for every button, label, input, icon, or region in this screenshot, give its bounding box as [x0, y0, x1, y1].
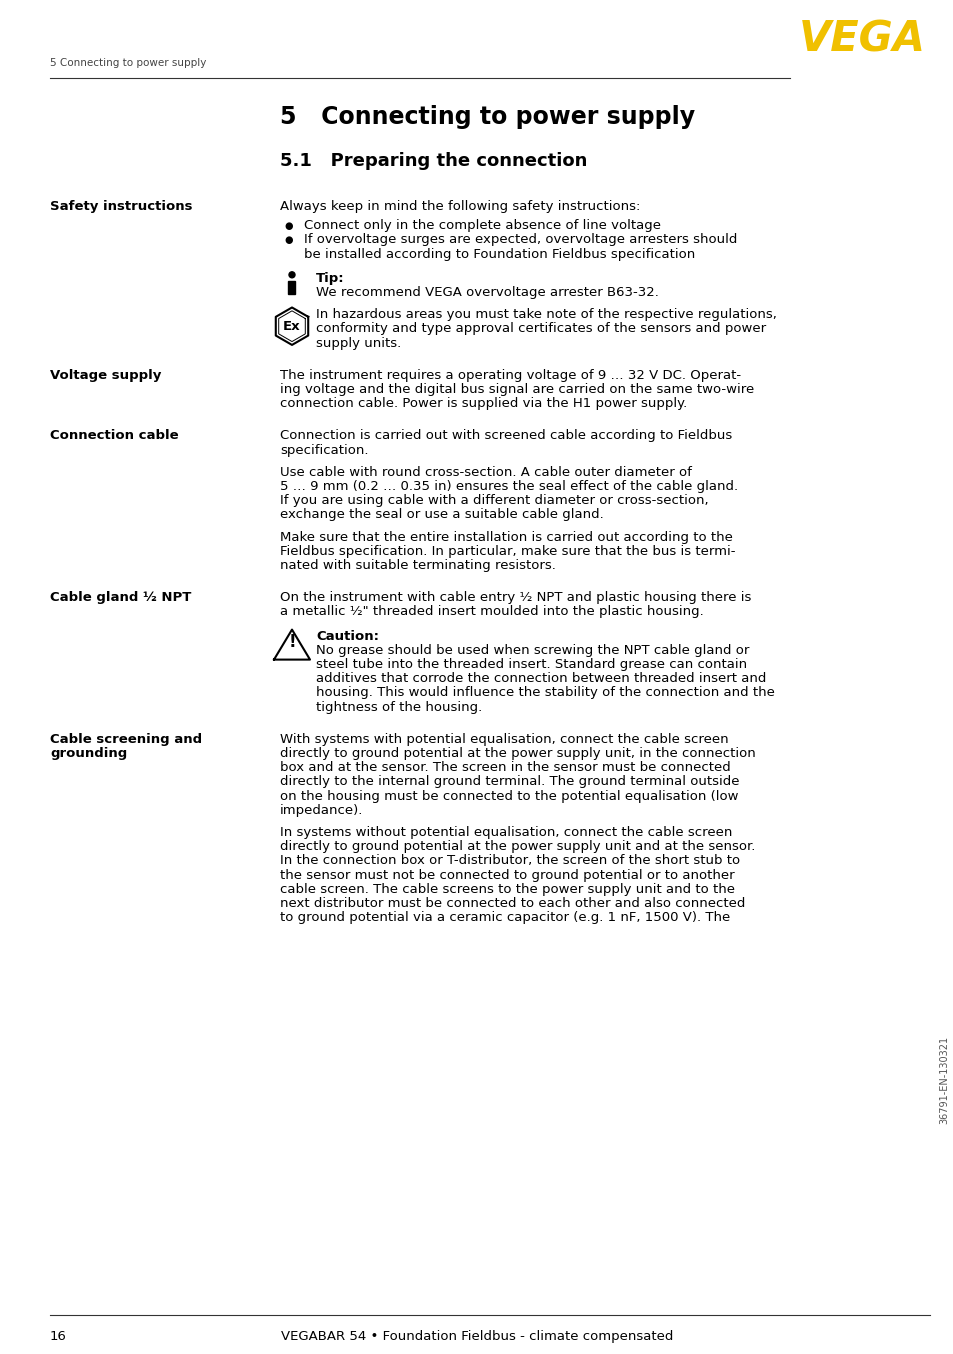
Text: Use cable with round cross-section. A cable outer diameter of: Use cable with round cross-section. A ca… [280, 466, 691, 479]
Text: 5 … 9 mm (0.2 … 0.35 in) ensures the seal effect of the cable gland.: 5 … 9 mm (0.2 … 0.35 in) ensures the sea… [280, 481, 738, 493]
Text: the sensor must not be connected to ground potential or to another: the sensor must not be connected to grou… [280, 869, 734, 881]
Text: directly to ground potential at the power supply unit and at the sensor.: directly to ground potential at the powe… [280, 841, 755, 853]
Text: to ground potential via a ceramic capacitor (e.g. 1 nF, 1500 V). The: to ground potential via a ceramic capaci… [280, 911, 729, 925]
Text: With systems with potential equalisation, connect the cable screen: With systems with potential equalisation… [280, 733, 728, 746]
Text: ●: ● [284, 236, 293, 245]
Text: Cable screening and: Cable screening and [50, 733, 202, 746]
Text: VEGA: VEGA [799, 18, 925, 60]
Text: We recommend VEGA overvoltage arrester B63-32.: We recommend VEGA overvoltage arrester B… [315, 286, 659, 299]
Text: ●: ● [284, 221, 293, 232]
Text: housing. This would influence the stability of the connection and the: housing. This would influence the stabil… [315, 686, 774, 700]
Text: nated with suitable terminating resistors.: nated with suitable terminating resistor… [280, 559, 556, 571]
Text: Connection is carried out with screened cable according to Fieldbus: Connection is carried out with screened … [280, 429, 732, 443]
Text: 5.1   Preparing the connection: 5.1 Preparing the connection [280, 152, 587, 171]
Text: If overvoltage surges are expected, overvoltage arresters should: If overvoltage surges are expected, over… [304, 233, 737, 246]
Text: directly to ground potential at the power supply unit, in the connection: directly to ground potential at the powe… [280, 747, 755, 760]
Text: In the connection box or T-distributor, the screen of the short stub to: In the connection box or T-distributor, … [280, 854, 740, 868]
Text: a metallic ½" threaded insert moulded into the plastic housing.: a metallic ½" threaded insert moulded in… [280, 605, 703, 619]
Text: Tip:: Tip: [315, 272, 344, 284]
Text: Voltage supply: Voltage supply [50, 368, 161, 382]
Text: grounding: grounding [50, 747, 127, 760]
Text: !: ! [288, 632, 295, 651]
Text: 5   Connecting to power supply: 5 Connecting to power supply [280, 106, 695, 129]
Text: next distributor must be connected to each other and also connected: next distributor must be connected to ea… [280, 896, 744, 910]
Text: In systems without potential equalisation, connect the cable screen: In systems without potential equalisatio… [280, 826, 732, 839]
Text: Fieldbus specification. In particular, make sure that the bus is termi-: Fieldbus specification. In particular, m… [280, 544, 735, 558]
Text: on the housing must be connected to the potential equalisation (low: on the housing must be connected to the … [280, 789, 738, 803]
Text: box and at the sensor. The screen in the sensor must be connected: box and at the sensor. The screen in the… [280, 761, 730, 774]
Text: supply units.: supply units. [315, 337, 401, 349]
Text: The instrument requires a operating voltage of 9 … 32 V DC. Operat-: The instrument requires a operating volt… [280, 368, 740, 382]
Text: exchange the seal or use a suitable cable gland.: exchange the seal or use a suitable cabl… [280, 508, 603, 521]
Text: In hazardous areas you must take note of the respective regulations,: In hazardous areas you must take note of… [315, 309, 776, 321]
Text: steel tube into the threaded insert. Standard grease can contain: steel tube into the threaded insert. Sta… [315, 658, 746, 672]
Text: Safety instructions: Safety instructions [50, 200, 193, 213]
Text: No grease should be used when screwing the NPT cable gland or: No grease should be used when screwing t… [315, 643, 749, 657]
Text: cable screen. The cable screens to the power supply unit and to the: cable screen. The cable screens to the p… [280, 883, 734, 896]
Text: Caution:: Caution: [315, 630, 378, 643]
Text: Make sure that the entire installation is carried out according to the: Make sure that the entire installation i… [280, 531, 732, 543]
Text: connection cable. Power is supplied via the H1 power supply.: connection cable. Power is supplied via … [280, 397, 686, 410]
Text: Connection cable: Connection cable [50, 429, 178, 443]
Text: tightness of the housing.: tightness of the housing. [315, 700, 482, 714]
Text: impedance).: impedance). [280, 804, 363, 816]
Text: Connect only in the complete absence of line voltage: Connect only in the complete absence of … [304, 219, 660, 232]
Text: 36791-EN-130321: 36791-EN-130321 [938, 1036, 948, 1124]
Text: be installed according to Foundation Fieldbus specification: be installed according to Foundation Fie… [304, 248, 695, 260]
Text: additives that corrode the connection between threaded insert and: additives that corrode the connection be… [315, 672, 765, 685]
Text: ing voltage and the digital bus signal are carried on the same two-wire: ing voltage and the digital bus signal a… [280, 383, 754, 395]
Text: On the instrument with cable entry ½ NPT and plastic housing there is: On the instrument with cable entry ½ NPT… [280, 592, 751, 604]
Text: 5 Connecting to power supply: 5 Connecting to power supply [50, 58, 206, 68]
Text: specification.: specification. [280, 444, 368, 456]
Text: Cable gland ½ NPT: Cable gland ½ NPT [50, 592, 192, 604]
Text: Always keep in mind the following safety instructions:: Always keep in mind the following safety… [280, 200, 639, 213]
Text: Ex: Ex [283, 320, 300, 333]
Text: directly to the internal ground terminal. The ground terminal outside: directly to the internal ground terminal… [280, 776, 739, 788]
FancyBboxPatch shape [288, 280, 295, 294]
Circle shape [289, 272, 294, 278]
Text: If you are using cable with a different diameter or cross-section,: If you are using cable with a different … [280, 494, 708, 508]
Text: 16: 16 [50, 1330, 67, 1343]
Text: conformity and type approval certificates of the sensors and power: conformity and type approval certificate… [315, 322, 765, 336]
Text: VEGABAR 54 • Foundation Fieldbus - climate compensated: VEGABAR 54 • Foundation Fieldbus - clima… [280, 1330, 673, 1343]
